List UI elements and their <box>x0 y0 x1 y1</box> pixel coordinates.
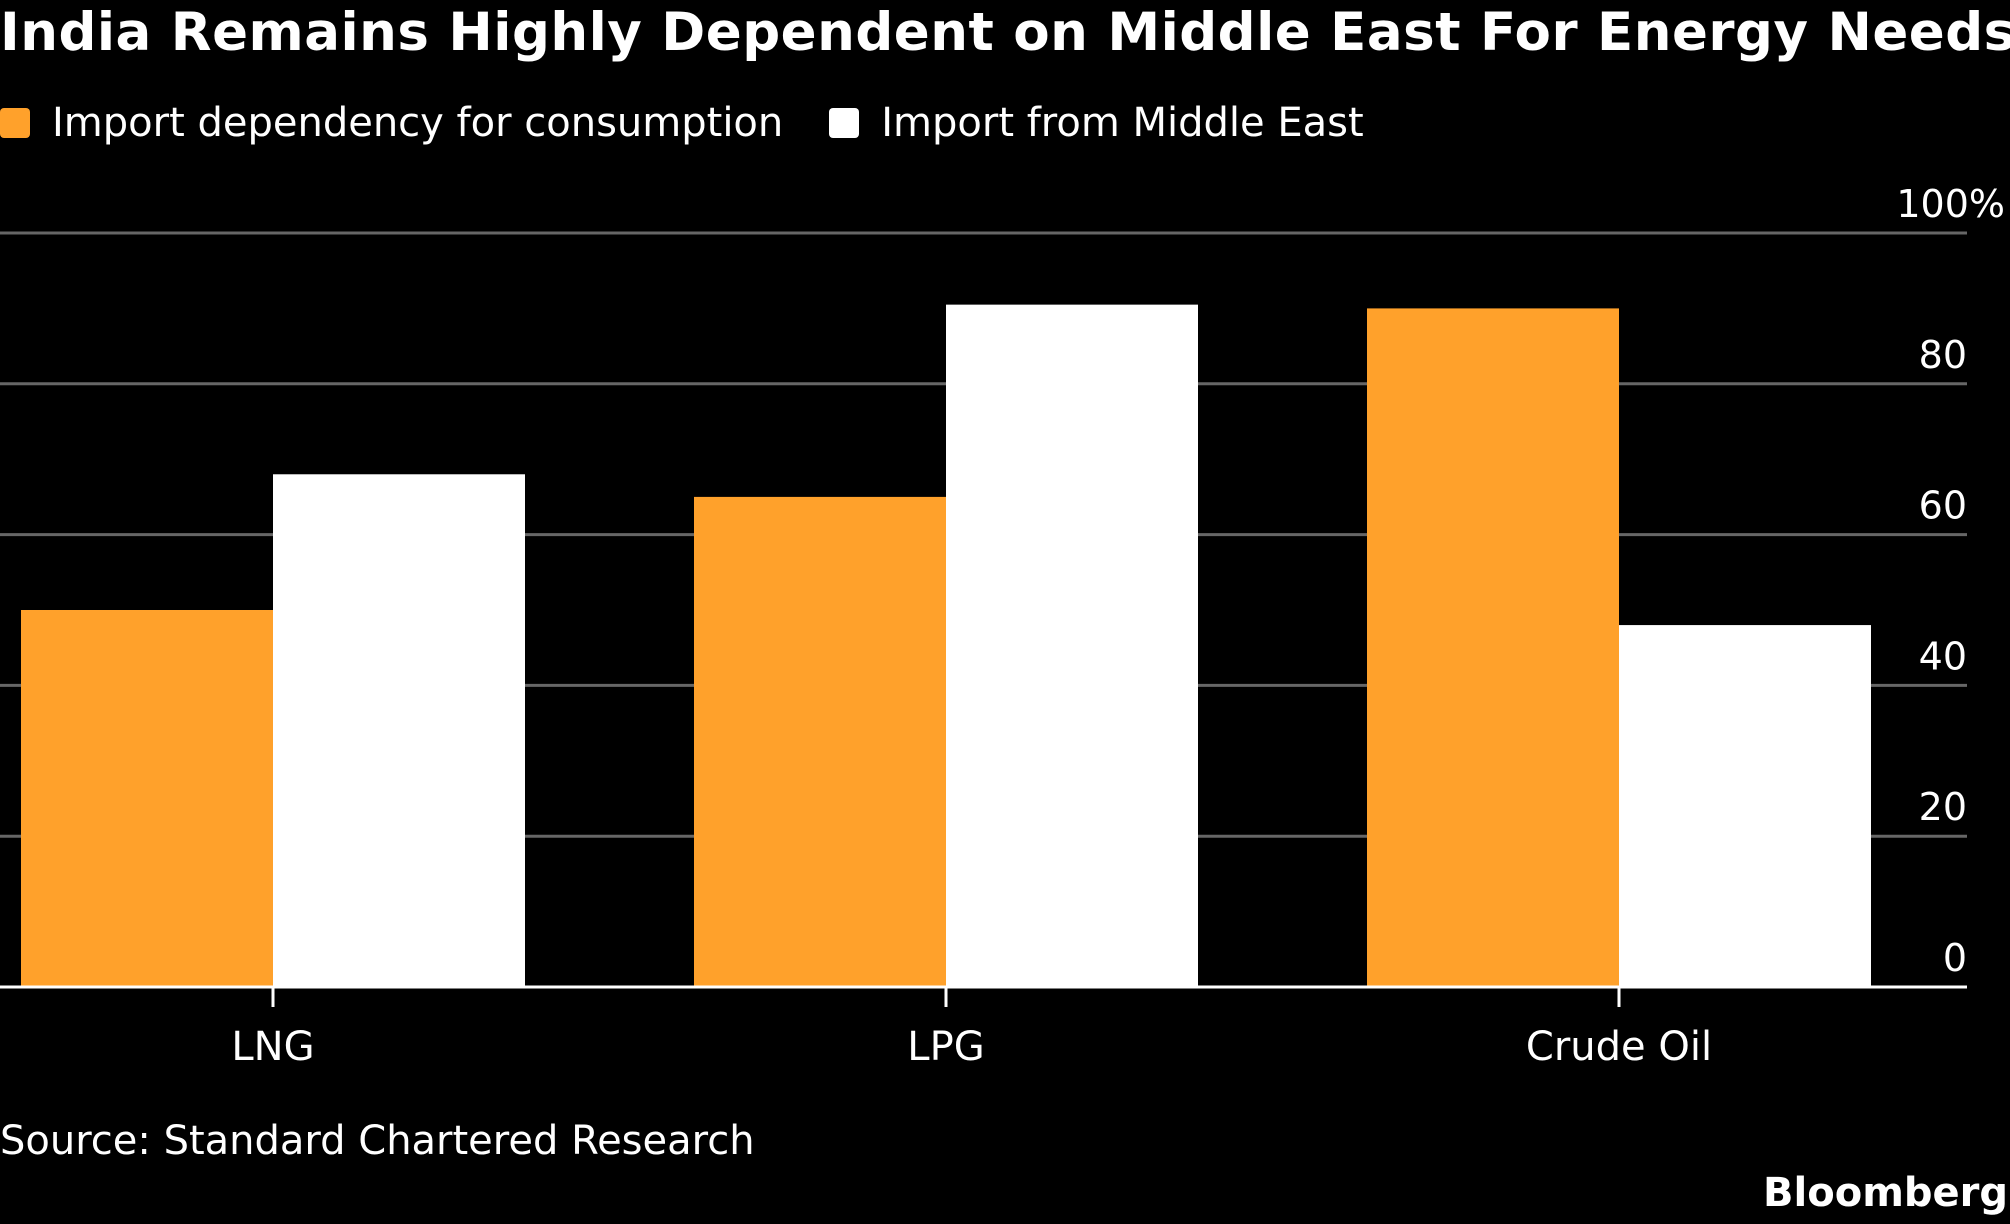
bar-crude-oil-series1 <box>1619 625 1871 987</box>
bar-lng-series1 <box>273 474 525 987</box>
y-tick-label: 80 <box>1919 333 1967 377</box>
bar-lng-series0 <box>21 610 273 987</box>
legend-label: Import dependency for consumption <box>52 100 784 146</box>
bar-crude-oil-series0 <box>1367 308 1619 987</box>
y-tick-label: 60 <box>1919 484 1967 528</box>
x-tick-label: LNG <box>231 1024 314 1070</box>
legend-item-middle-east: Import from Middle East <box>829 100 1364 146</box>
bloomberg-logo: Bloomberg <box>1763 1170 2008 1216</box>
legend: Import dependency for consumption Import… <box>0 100 1410 146</box>
x-tick-label: LPG <box>907 1024 984 1070</box>
bar-lpg-series1 <box>946 304 1198 987</box>
legend-label: Import from Middle East <box>881 100 1364 146</box>
y-tick-label: 40 <box>1919 634 1967 678</box>
legend-swatch-white <box>829 108 860 138</box>
chart-title: India Remains Highly Dependent on Middle… <box>0 2 2010 63</box>
x-tick-label: Crude Oil <box>1526 1024 1712 1070</box>
y-tick-label: 100% <box>1896 182 2005 226</box>
y-tick-label: 0 <box>1943 936 1967 980</box>
legend-swatch-orange <box>0 108 30 138</box>
y-tick-label: 20 <box>1919 785 1967 829</box>
legend-item-import-dependency: Import dependency for consumption <box>0 100 783 146</box>
bar-lpg-series0 <box>694 496 946 987</box>
source-note: Source: Standard Chartered Research <box>0 1118 755 1164</box>
